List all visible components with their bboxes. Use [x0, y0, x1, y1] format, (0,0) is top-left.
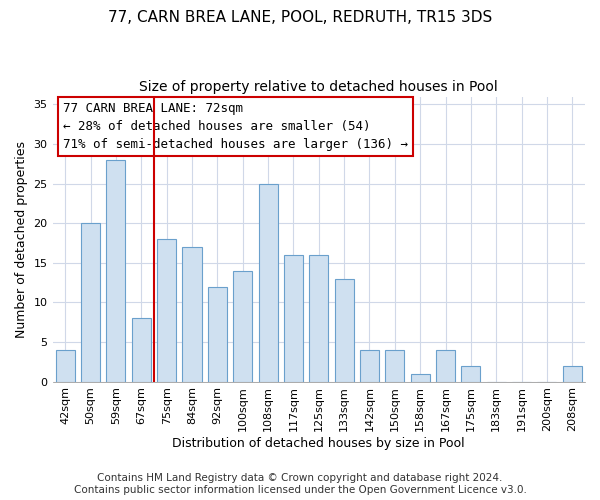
Bar — [385, 350, 404, 382]
Bar — [360, 350, 379, 382]
Text: Contains HM Land Registry data © Crown copyright and database right 2024.
Contai: Contains HM Land Registry data © Crown c… — [74, 474, 526, 495]
Bar — [259, 184, 278, 382]
Bar — [284, 255, 303, 382]
Bar — [182, 247, 202, 382]
Text: 77 CARN BREA LANE: 72sqm
← 28% of detached houses are smaller (54)
71% of semi-d: 77 CARN BREA LANE: 72sqm ← 28% of detach… — [63, 102, 408, 152]
Bar — [335, 278, 353, 382]
Bar — [81, 223, 100, 382]
Bar — [309, 255, 328, 382]
Bar — [208, 286, 227, 382]
Bar — [56, 350, 75, 382]
Bar — [132, 318, 151, 382]
Text: 77, CARN BREA LANE, POOL, REDRUTH, TR15 3DS: 77, CARN BREA LANE, POOL, REDRUTH, TR15 … — [108, 10, 492, 25]
X-axis label: Distribution of detached houses by size in Pool: Distribution of detached houses by size … — [172, 437, 465, 450]
Title: Size of property relative to detached houses in Pool: Size of property relative to detached ho… — [139, 80, 498, 94]
Y-axis label: Number of detached properties: Number of detached properties — [15, 140, 28, 338]
Bar — [461, 366, 481, 382]
Bar — [233, 270, 252, 382]
Bar — [106, 160, 125, 382]
Bar — [436, 350, 455, 382]
Bar — [563, 366, 582, 382]
Bar — [410, 374, 430, 382]
Bar — [157, 239, 176, 382]
